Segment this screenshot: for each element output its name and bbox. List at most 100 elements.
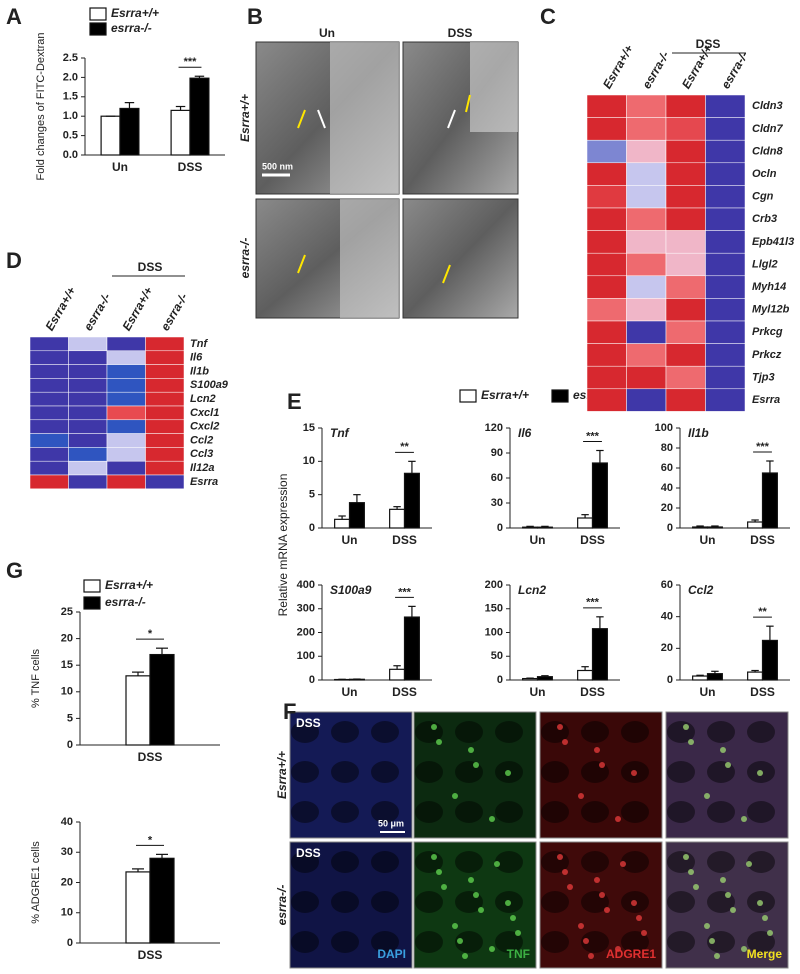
tissue-shape	[747, 721, 775, 743]
heatmap-cell	[69, 434, 108, 448]
tissue-shape	[581, 851, 609, 873]
heatmap-cell	[666, 95, 706, 118]
row-label: Esrra	[752, 394, 780, 406]
y-axis-label: Fold changes of FITC-Dextran	[35, 33, 47, 181]
chart-title: S100a9	[330, 583, 372, 597]
row-label: Cldn7	[752, 123, 783, 135]
row-label: Llgl2	[752, 258, 778, 270]
lumen	[340, 199, 399, 318]
row-label: Ccl3	[190, 448, 213, 460]
cell-signal	[489, 816, 495, 822]
y-tick-label: 1.0	[63, 110, 78, 122]
condition-label: DSS	[296, 716, 321, 730]
tissue-shape	[291, 801, 319, 823]
panel-label: A	[6, 4, 22, 29]
bar	[708, 674, 723, 680]
tissue-shape	[707, 801, 735, 823]
cell-signal	[478, 907, 484, 913]
cell-signal	[636, 915, 642, 921]
y-tick-label: 0	[667, 674, 673, 686]
heatmap-cell	[146, 475, 185, 489]
heatmap-cell	[146, 461, 185, 475]
cell-signal	[494, 861, 500, 867]
cell-signal	[510, 915, 516, 921]
row-label: Prkcg	[752, 326, 783, 338]
bar	[150, 655, 174, 745]
heatmap-cell	[107, 365, 146, 379]
heatmap-cell	[69, 365, 108, 379]
cell-signal	[725, 892, 731, 898]
bar	[190, 78, 209, 155]
row-label: Esrra+/+	[238, 94, 252, 142]
tissue-shape	[455, 801, 483, 823]
heatmap-cell	[146, 420, 185, 434]
row-label: Esrra	[190, 476, 218, 488]
heatmap-cell	[69, 378, 108, 392]
tissue-shape	[291, 931, 319, 953]
panel-label: E	[287, 389, 302, 414]
heatmap-cell	[30, 447, 69, 461]
y-tick-label: 40	[61, 816, 73, 828]
x-tick-label: Un	[530, 533, 546, 547]
heatmap-cell	[706, 95, 746, 118]
column-label: esrra-/-	[639, 49, 671, 91]
cell-signal	[594, 747, 600, 753]
tissue-shape	[495, 801, 523, 823]
bar	[350, 503, 365, 528]
row-label: Esrra+/+	[275, 751, 289, 799]
heatmap-cell	[30, 475, 69, 489]
significance-label: ***	[586, 597, 600, 609]
row-label: Ocln	[752, 168, 777, 180]
heatmap-cell	[30, 406, 69, 420]
tissue-shape	[541, 761, 569, 783]
cell-signal	[615, 816, 621, 822]
y-tick-label: 30	[61, 846, 73, 858]
bar	[593, 463, 608, 528]
heatmap-cell	[69, 475, 108, 489]
y-tick-label: 100	[655, 422, 673, 434]
cell-signal	[436, 739, 442, 745]
cell-signal	[730, 907, 736, 913]
y-tick-label: 10	[61, 907, 73, 919]
bar	[335, 519, 350, 528]
heatmap-cell	[587, 208, 627, 231]
cell-signal	[709, 938, 715, 944]
heatmap-cell	[587, 366, 627, 389]
cell-signal	[767, 930, 773, 936]
heatmap-cell	[30, 365, 69, 379]
y-tick-label: 40	[661, 482, 673, 494]
heatmap-cell	[587, 389, 627, 412]
heatmap-cell	[587, 231, 627, 254]
heatmap-cell	[587, 253, 627, 276]
x-tick-label: DSS	[750, 533, 775, 547]
panel-label: F	[283, 699, 296, 724]
tissue-shape	[291, 761, 319, 783]
heatmap-cell	[706, 344, 746, 367]
x-tick-label: DSS	[178, 160, 203, 174]
significance-label: ***	[398, 586, 412, 598]
group-label: DSS	[696, 37, 721, 51]
heatmap-cell	[30, 461, 69, 475]
cell-signal	[693, 884, 699, 890]
y-tick-label: 20	[61, 876, 73, 888]
y-tick-label: 300	[297, 603, 315, 615]
x-tick-label: DSS	[392, 685, 417, 699]
tissue-shape	[747, 801, 775, 823]
row-label: Il12a	[190, 462, 214, 474]
y-tick-label: 5	[67, 712, 73, 724]
y-tick-label: 25	[61, 606, 73, 618]
channel-label: ADGRE1	[606, 947, 656, 961]
row-label: Cxcl1	[190, 407, 219, 419]
cell-signal	[741, 816, 747, 822]
column-label: esrra-/-	[158, 291, 190, 333]
column-label: Esrra+/+	[42, 284, 78, 333]
cell-signal	[505, 900, 511, 906]
heatmap-cell	[69, 461, 108, 475]
heatmap-cell	[587, 95, 627, 118]
tissue-shape	[331, 801, 359, 823]
channel-label: Merge	[747, 947, 783, 961]
heatmap-cell	[69, 392, 108, 406]
y-tick-label: 120	[485, 422, 503, 434]
row-label: Myl12b	[752, 304, 790, 316]
heatmap-cell	[666, 231, 706, 254]
